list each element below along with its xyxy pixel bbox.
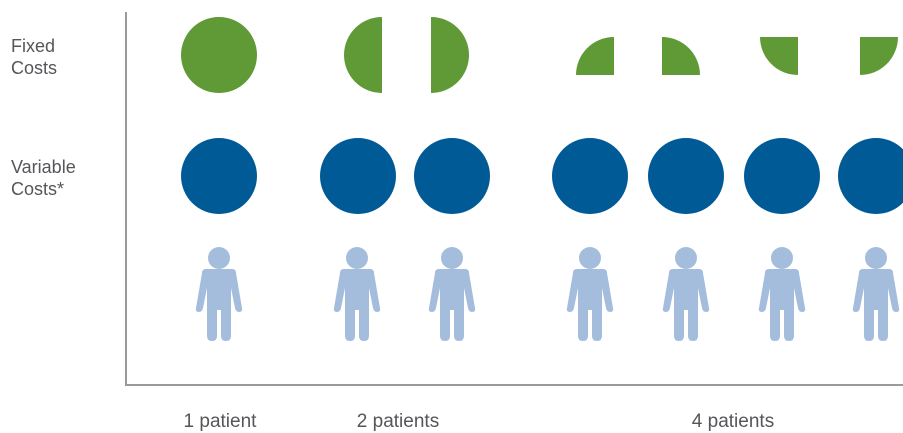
fixed-cost-full-circle	[181, 17, 257, 93]
fixed-cost-half-right	[431, 17, 469, 93]
fixed-cost-quarter-4	[860, 37, 898, 75]
patient-icon	[333, 247, 381, 341]
fixed-costs-label: Fixed Costs	[11, 36, 58, 78]
fixed-cost-quarter-1	[576, 37, 614, 75]
variable-cost-circle-3	[414, 138, 490, 214]
variable-cost-circle-1	[181, 138, 257, 214]
patient-icon	[758, 247, 806, 341]
fixed-cost-quarter-2	[662, 37, 700, 75]
patient-icon	[195, 247, 243, 341]
patient-icon	[428, 247, 476, 341]
group-label-2-patients: 2 patients	[356, 411, 440, 432]
variable-cost-circle-6	[744, 138, 820, 214]
group-label-1-patient: 1 patient	[183, 411, 257, 432]
patient-icon	[566, 247, 614, 341]
fixed-cost-half-left	[344, 17, 382, 93]
fixed-cost-quarter-3	[760, 37, 798, 75]
patient-icon	[662, 247, 710, 341]
variable-cost-circle-7	[838, 138, 903, 214]
variable-costs-label: Variable Costs*	[11, 157, 76, 199]
variable-cost-circle-2	[320, 138, 396, 214]
variable-cost-circle-4	[552, 138, 628, 214]
patient-icon	[852, 247, 900, 341]
variable-cost-circle-5	[648, 138, 724, 214]
group-label-4-patients: 4 patients	[691, 411, 775, 432]
